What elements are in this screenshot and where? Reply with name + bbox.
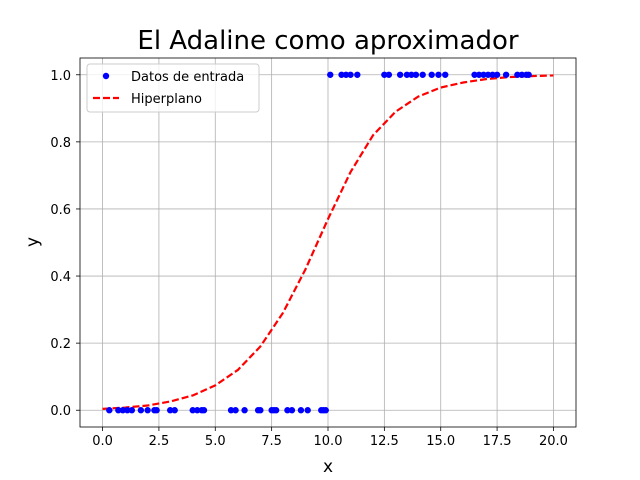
data-point	[429, 72, 435, 78]
chart-title: El Adaline como aproximador	[137, 26, 519, 56]
data-point	[442, 72, 448, 78]
data-point	[106, 407, 112, 413]
legend-label-datos: Datos de entrada	[131, 70, 244, 85]
x-tick-label: 7.5	[261, 434, 282, 449]
x-tick-label: 10.0	[314, 434, 343, 449]
data-point	[327, 72, 333, 78]
data-point	[525, 72, 531, 78]
x-tick-label: 17.5	[483, 434, 512, 449]
x-tick-label: 2.5	[149, 434, 170, 449]
y-tick-label: 0.8	[50, 136, 71, 151]
y-tick-label: 0.2	[50, 337, 71, 352]
data-point	[503, 72, 509, 78]
data-point	[257, 407, 263, 413]
data-point	[413, 72, 419, 78]
y-axis-label: y	[23, 237, 43, 247]
x-tick-label: 12.5	[370, 434, 399, 449]
data-point	[323, 407, 329, 413]
data-point	[144, 407, 150, 413]
x-tick-label: 20.0	[539, 434, 568, 449]
data-point	[494, 72, 500, 78]
y-tick-label: 0.6	[50, 203, 71, 218]
data-point	[435, 72, 441, 78]
data-point	[201, 407, 207, 413]
data-point	[298, 407, 304, 413]
data-point	[289, 407, 295, 413]
data-point	[153, 407, 159, 413]
data-point	[347, 72, 353, 78]
legend: Datos de entrada Hiperplano	[87, 64, 259, 112]
x-tick-label: 15.0	[426, 434, 455, 449]
data-point	[273, 407, 279, 413]
y-tick-label: 0.4	[50, 270, 71, 285]
y-tick-label: 0.0	[50, 404, 71, 419]
data-point	[397, 72, 403, 78]
y-tick-label: 1.0	[50, 69, 71, 84]
x-tick-label: 0.0	[92, 434, 113, 449]
data-point	[232, 407, 238, 413]
legend-label-hiperplano: Hiperplano	[131, 92, 202, 107]
x-tick-label: 5.0	[205, 434, 226, 449]
data-point	[354, 72, 360, 78]
legend-marker-datos	[103, 73, 109, 79]
data-point	[138, 407, 144, 413]
data-point	[129, 407, 135, 413]
data-point	[305, 407, 311, 413]
grid	[80, 58, 576, 427]
x-axis-label: x	[323, 457, 333, 477]
data-point	[241, 407, 247, 413]
data-point	[386, 72, 392, 78]
data-point	[419, 72, 425, 78]
data-point	[171, 407, 177, 413]
